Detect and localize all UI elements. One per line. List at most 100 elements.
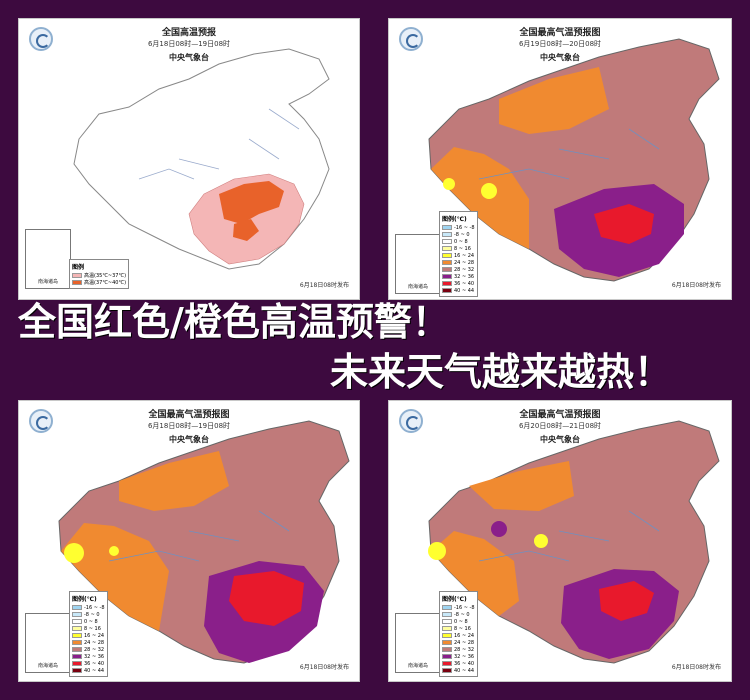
legend-row: -8 ~ 0 [72, 611, 105, 618]
legend-row: 40 ~ 44 [442, 287, 475, 294]
south-china-sea-inset: 南海诸岛 [25, 229, 71, 289]
map-date-range: 6月20日08时—21日08时 [518, 422, 602, 430]
legend-row: -16 ~ -8 [442, 224, 475, 231]
legend-label: 0 ~ 8 [454, 618, 468, 625]
legend-label: 16 ~ 24 [454, 252, 475, 259]
legend-swatch [442, 668, 452, 673]
legend-swatch [442, 612, 452, 617]
legend-row: 16 ~ 24 [442, 252, 475, 259]
legend-label: 28 ~ 32 [84, 646, 105, 653]
legend-row: -16 ~ -8 [72, 604, 105, 611]
legend-swatch [442, 640, 452, 645]
legend-label: 40 ~ 44 [454, 667, 475, 674]
legend-label: 36 ~ 40 [454, 660, 475, 667]
legend-swatch [72, 640, 82, 645]
legend-title: 图例 [72, 264, 85, 271]
legend-swatch [442, 605, 452, 610]
map-title: 全国最高气温预报图 [519, 410, 601, 420]
legend-label: -16 ~ -8 [454, 224, 475, 231]
legend-row: 32 ~ 36 [442, 273, 475, 280]
legend-row: 32 ~ 36 [442, 653, 475, 660]
legend-label: 高温(37℃~40℃) [84, 280, 127, 286]
legend-row: 8 ~ 16 [72, 625, 105, 632]
cma-logo [29, 27, 53, 51]
legend-label: 40 ~ 44 [454, 287, 475, 294]
south-china-sea-inset: 南海诸岛 [25, 613, 71, 673]
legend-swatch [442, 626, 452, 631]
map-date-range: 6月18日08时—19日08时 [147, 422, 231, 430]
legend-label: 16 ~ 24 [84, 632, 105, 639]
legend-swatch [442, 619, 452, 624]
inset-label: 南海诸岛 [37, 279, 58, 285]
legend-swatch [442, 232, 452, 237]
heat-warning-map-panel: 全国高温预报 6月18日08时—19日08时 中央气象台 南海诸岛 图例 高温(… [18, 18, 360, 300]
legend-row: 16 ~ 24 [442, 632, 475, 639]
cma-logo [399, 409, 423, 433]
legend-label: 40 ~ 44 [84, 667, 105, 674]
legend-row: 24 ~ 28 [442, 639, 475, 646]
legend-swatch [442, 253, 452, 258]
legend-row: 28 ~ 32 [442, 646, 475, 653]
legend-title: 图例(℃) [442, 596, 467, 603]
map-title: 全国最高气温预报图 [519, 28, 601, 38]
legend-row: 0 ~ 8 [72, 618, 105, 625]
legend-swatch [72, 626, 82, 631]
legend-label: -16 ~ -8 [454, 604, 475, 611]
legend-row: 28 ~ 32 [442, 266, 475, 273]
legend-row: 40 ~ 44 [442, 667, 475, 674]
legend-row: -16 ~ -8 [442, 604, 475, 611]
legend-swatch [442, 267, 452, 272]
legend-swatch [72, 605, 82, 610]
legend-row: 28 ~ 32 [72, 646, 105, 653]
publish-note: 6月18日08时发布 [299, 282, 349, 289]
publish-note: 6月18日08时发布 [671, 664, 721, 671]
legend-label: 24 ~ 28 [84, 639, 105, 646]
map-title: 全国高温预报 [161, 28, 216, 38]
legend-swatch [442, 225, 452, 230]
inset-label: 南海诸岛 [407, 284, 428, 290]
legend-row: 8 ~ 16 [442, 245, 475, 252]
max-temp-map-panel-jun20: 全国最高气温预报图 6月20日08时—21日08时 中央气象台 南海诸岛 图例(… [388, 400, 732, 682]
legend-label: -8 ~ 0 [454, 611, 470, 618]
legend-label: 32 ~ 36 [84, 653, 105, 660]
legend-row: 0 ~ 8 [442, 618, 475, 625]
legend-label: 28 ~ 32 [454, 646, 475, 653]
legend-swatch [442, 281, 452, 286]
legend-row: 24 ~ 28 [72, 639, 105, 646]
max-temp-map-panel-jun18: 全国最高气温预报图 6月18日08时—19日08时 中央气象台 南海诸岛 图例(… [18, 400, 360, 682]
legend-row: 高温(37℃~40℃) [72, 279, 126, 286]
cma-logo [399, 27, 423, 51]
legend-title: 图例(℃) [72, 596, 97, 603]
map-agency: 中央气象台 [169, 435, 209, 444]
legend-row: 40 ~ 44 [72, 667, 105, 674]
legend-row: -8 ~ 0 [442, 231, 475, 238]
legend-label: 36 ~ 40 [454, 280, 475, 287]
map-agency: 中央气象台 [540, 435, 580, 444]
legend-label: 16 ~ 24 [454, 632, 475, 639]
china-map-max-temp [428, 38, 720, 282]
legend-label: 24 ~ 28 [454, 259, 475, 266]
legend-swatch [442, 260, 452, 265]
legend-label: 高温(35℃~37℃) [84, 273, 127, 279]
legend-label: -8 ~ 0 [454, 231, 470, 238]
legend-swatch [72, 654, 82, 659]
publish-note: 6月18日08时发布 [299, 664, 349, 671]
legend-label: 0 ~ 8 [84, 618, 98, 625]
south-china-sea-inset: 南海诸岛 [395, 613, 441, 673]
legend-swatch [442, 239, 452, 244]
headline-line-2: 未来天气越来越热！ [330, 350, 673, 394]
china-map-max-temp [58, 420, 350, 664]
legend-row: -8 ~ 0 [442, 611, 475, 618]
legend-swatch [72, 661, 82, 666]
legend-label: 32 ~ 36 [454, 653, 475, 660]
legend-row: 32 ~ 36 [72, 653, 105, 660]
china-map-heat-warning [73, 48, 330, 270]
legend-label: 32 ~ 36 [454, 273, 475, 280]
map-agency: 中央气象台 [540, 53, 580, 62]
legend-label: 8 ~ 16 [454, 625, 471, 632]
legend-row: 0 ~ 8 [442, 238, 475, 245]
headline-line-1: 全国红色/橙色高温预警！ [18, 300, 450, 344]
legend-label: 36 ~ 40 [84, 660, 105, 667]
legend-swatch [442, 647, 452, 652]
